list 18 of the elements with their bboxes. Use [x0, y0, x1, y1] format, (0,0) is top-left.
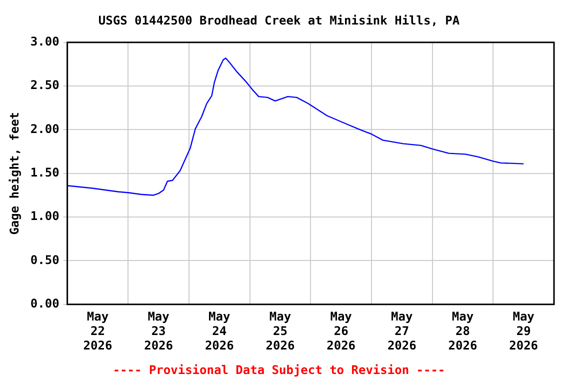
x-tick-label: May 28 2026	[448, 310, 478, 353]
y-tick-label: 0.50	[30, 252, 60, 267]
y-tick-label: 2.50	[30, 78, 60, 92]
text: ---- Provisional Data Subject to Revision ----	[112, 362, 446, 377]
x-tick-label: May 24 2026	[204, 310, 234, 353]
y-tick-label: 3.00	[30, 34, 60, 49]
chart-title: USGS 01442500 Brodhead Creek at Minisink Hills, PA	[98, 13, 460, 28]
x-tick-label: May 29 2026	[509, 310, 538, 353]
x-tick-label: May 22 2026	[83, 310, 112, 353]
y-tick-label: 2.00	[30, 122, 60, 136]
x-tick-label: May 26 2026	[326, 310, 356, 353]
y-tick-label: 0.00	[30, 296, 60, 311]
x-tick-label: May 27 2026	[387, 310, 416, 353]
x-tick-label: May 23 2026	[144, 310, 174, 353]
y-tick-label: 1.50	[30, 166, 60, 180]
x-tick-label: May 25 2026	[266, 310, 295, 353]
y-axis-title: Gage height, feet	[7, 112, 22, 235]
y-tick-label: 1.00	[30, 209, 60, 224]
